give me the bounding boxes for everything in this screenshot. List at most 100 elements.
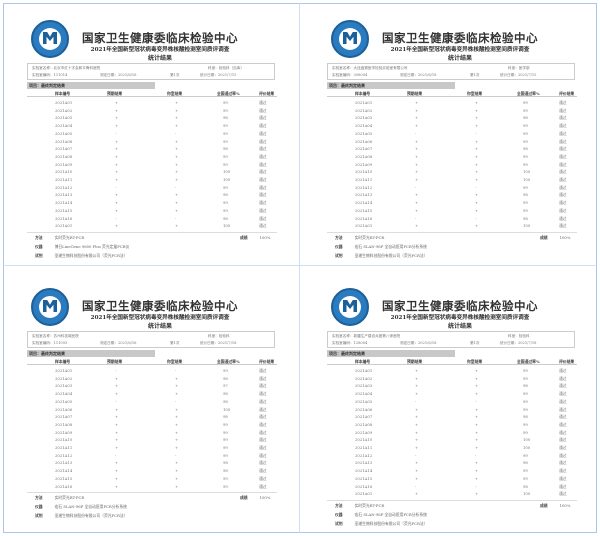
table-cell: 通过 xyxy=(559,177,567,182)
table-cell: + xyxy=(115,200,119,206)
table-row: 2021A01 - - 99 通过 xyxy=(27,367,277,375)
table-cell: 100 xyxy=(223,406,231,412)
table-cell: + xyxy=(475,368,479,373)
table-cell: + xyxy=(475,146,479,152)
table-cell: 2021A06 xyxy=(55,138,73,144)
table-cell: + xyxy=(115,483,119,489)
lab-name: 实验室名称：大连鑫赛医学检验实验室有限公司 xyxy=(332,66,408,70)
table-cell: 99 xyxy=(523,100,528,105)
table-row: 2021A07 + +98 通过 xyxy=(327,145,577,153)
table-cell: 2021A11 xyxy=(55,445,73,450)
table-cell: 通过 xyxy=(559,123,567,129)
table-row: 2021A15 + +99 通过 xyxy=(327,475,577,483)
table-cell: 99 xyxy=(223,200,228,206)
column-header: 预期结果 xyxy=(107,359,123,364)
table-row: 2021A02 + +99 通过 xyxy=(27,107,277,115)
table-cell: 98 xyxy=(523,383,528,389)
table-row: 2021A13 + +98 通过 xyxy=(327,459,577,467)
table-cell: 2021A01 xyxy=(355,368,373,373)
table-cell: + xyxy=(415,192,419,198)
table-cell: 100 xyxy=(523,169,531,175)
table-header: 样本编号 预期结果 你室结果 全国通过率% 评价结果 xyxy=(327,358,577,365)
method-line: 方法 实时荧光RT-PCR xyxy=(335,234,385,240)
reagent-line: 试剂 圣湘生物科技股份有限公司（荧光PCR法） xyxy=(335,252,428,258)
table-cell: 通过 xyxy=(559,169,567,175)
table-cell: 通过 xyxy=(559,475,567,481)
lab-code: 实验室编码：111014 xyxy=(32,73,68,77)
table-cell: 2021A05 xyxy=(55,130,73,136)
table-cell: + xyxy=(415,437,419,443)
table-cell: 2021A08 xyxy=(355,153,373,159)
table-cell: 2021A13 xyxy=(55,192,73,198)
table-cell: 99 xyxy=(223,368,228,373)
table-row: 2021A06 + +99 通过 xyxy=(327,138,577,146)
table-cell: + xyxy=(175,406,179,412)
table-cell: 2021A14 xyxy=(355,468,373,474)
table-cell: + xyxy=(415,138,419,144)
table-row: 2021A04 + +99 通过 xyxy=(27,122,277,130)
table-cell: + xyxy=(115,115,119,121)
table-cell: - xyxy=(175,184,177,190)
table-cell: + xyxy=(115,391,119,397)
table-cell: + xyxy=(175,207,179,213)
table-cell: 2021A09 xyxy=(55,161,73,167)
instrument-line: 仪器 宏石 SLAN-96P 全自动医用PCR分析系统 xyxy=(35,504,127,510)
table-cell: 通过 xyxy=(259,107,267,113)
table-cell: 2021A12 xyxy=(55,184,73,190)
table-cell: + xyxy=(415,445,419,450)
table-row: 2021A15 + +99 通过 xyxy=(327,207,577,215)
table-cell: + xyxy=(115,429,119,435)
report-panel: 国家卫生健康委临床检验中心 2021年全国新型冠状病毒变异株核酸检测室间质评调查… xyxy=(0,2,296,264)
item-bar: 项目：最终判定结果 xyxy=(27,82,155,89)
table-cell: 99 xyxy=(523,468,528,474)
table-cell: 99 xyxy=(523,153,528,159)
table-cell: 通过 xyxy=(559,100,567,105)
table-cell: 2021A06 xyxy=(55,406,73,412)
table-row: 2021A03 + +97 通过 xyxy=(27,382,277,390)
table-cell: 通过 xyxy=(559,375,567,381)
table-cell: 通过 xyxy=(559,146,567,152)
table-cell: 通过 xyxy=(259,468,267,474)
table-cell: 2021A14 xyxy=(55,468,73,474)
table-cell: + xyxy=(475,375,479,381)
table-cell: 通过 xyxy=(259,421,267,427)
table-row: 2021A05 - - 98 通过 xyxy=(27,398,277,406)
table-cell: - xyxy=(115,130,117,136)
table-cell: 通过 xyxy=(259,153,267,159)
table-cell: 通过 xyxy=(559,460,567,466)
table-cell: + xyxy=(115,100,119,105)
table-cell: 2021A12 xyxy=(355,452,373,458)
table-cell: - xyxy=(475,398,477,404)
table-row: 2021A02 + +99 通过 xyxy=(327,107,577,115)
table-row: 2021A06 + +100 通过 xyxy=(27,406,277,414)
table-cell: + xyxy=(175,138,179,144)
table-cell: + xyxy=(115,223,119,229)
table-cell: 通过 xyxy=(559,445,567,450)
reagent-line: 试剂 圣湘生物科技股份有限公司（荧光PCR法） xyxy=(35,252,128,258)
table-cell: 通过 xyxy=(259,368,267,373)
round: 第1次 xyxy=(170,73,180,77)
round: 第1次 xyxy=(470,341,480,345)
table-cell: 通过 xyxy=(559,437,567,443)
table-cell: + xyxy=(115,192,119,198)
table-cell: 2021A09 xyxy=(55,429,73,435)
column-header: 你室结果 xyxy=(167,359,183,364)
table-cell: + xyxy=(475,468,479,474)
column-header: 评价结果 xyxy=(259,91,275,96)
table-cell: + xyxy=(115,177,119,182)
table-cell: 99 xyxy=(223,483,228,489)
table-cell: 通过 xyxy=(259,375,267,381)
table-cell: 通过 xyxy=(259,100,267,105)
table-cell: 99 xyxy=(523,207,528,213)
table-cell: + xyxy=(415,207,419,213)
table-cell: 99 xyxy=(523,184,528,190)
lab-info-box: 实验室名称：新疆生产建设兵团第八师医院 科室：检验科 实验室编码：128004 … xyxy=(327,331,575,348)
table-cell: + xyxy=(475,414,479,420)
table-cell: + xyxy=(415,153,419,159)
table-row: 2021A14 + +99 通过 xyxy=(327,199,577,207)
table-row: 2021A01 + +99 通过 xyxy=(327,99,577,107)
method-line: 方法 实时荧光RT-PCR xyxy=(35,234,85,240)
table-cell: - xyxy=(175,130,177,136)
table-cell: 2021A11 xyxy=(55,177,73,182)
table-row: 2021A16 - - 98 通过 xyxy=(327,215,577,223)
